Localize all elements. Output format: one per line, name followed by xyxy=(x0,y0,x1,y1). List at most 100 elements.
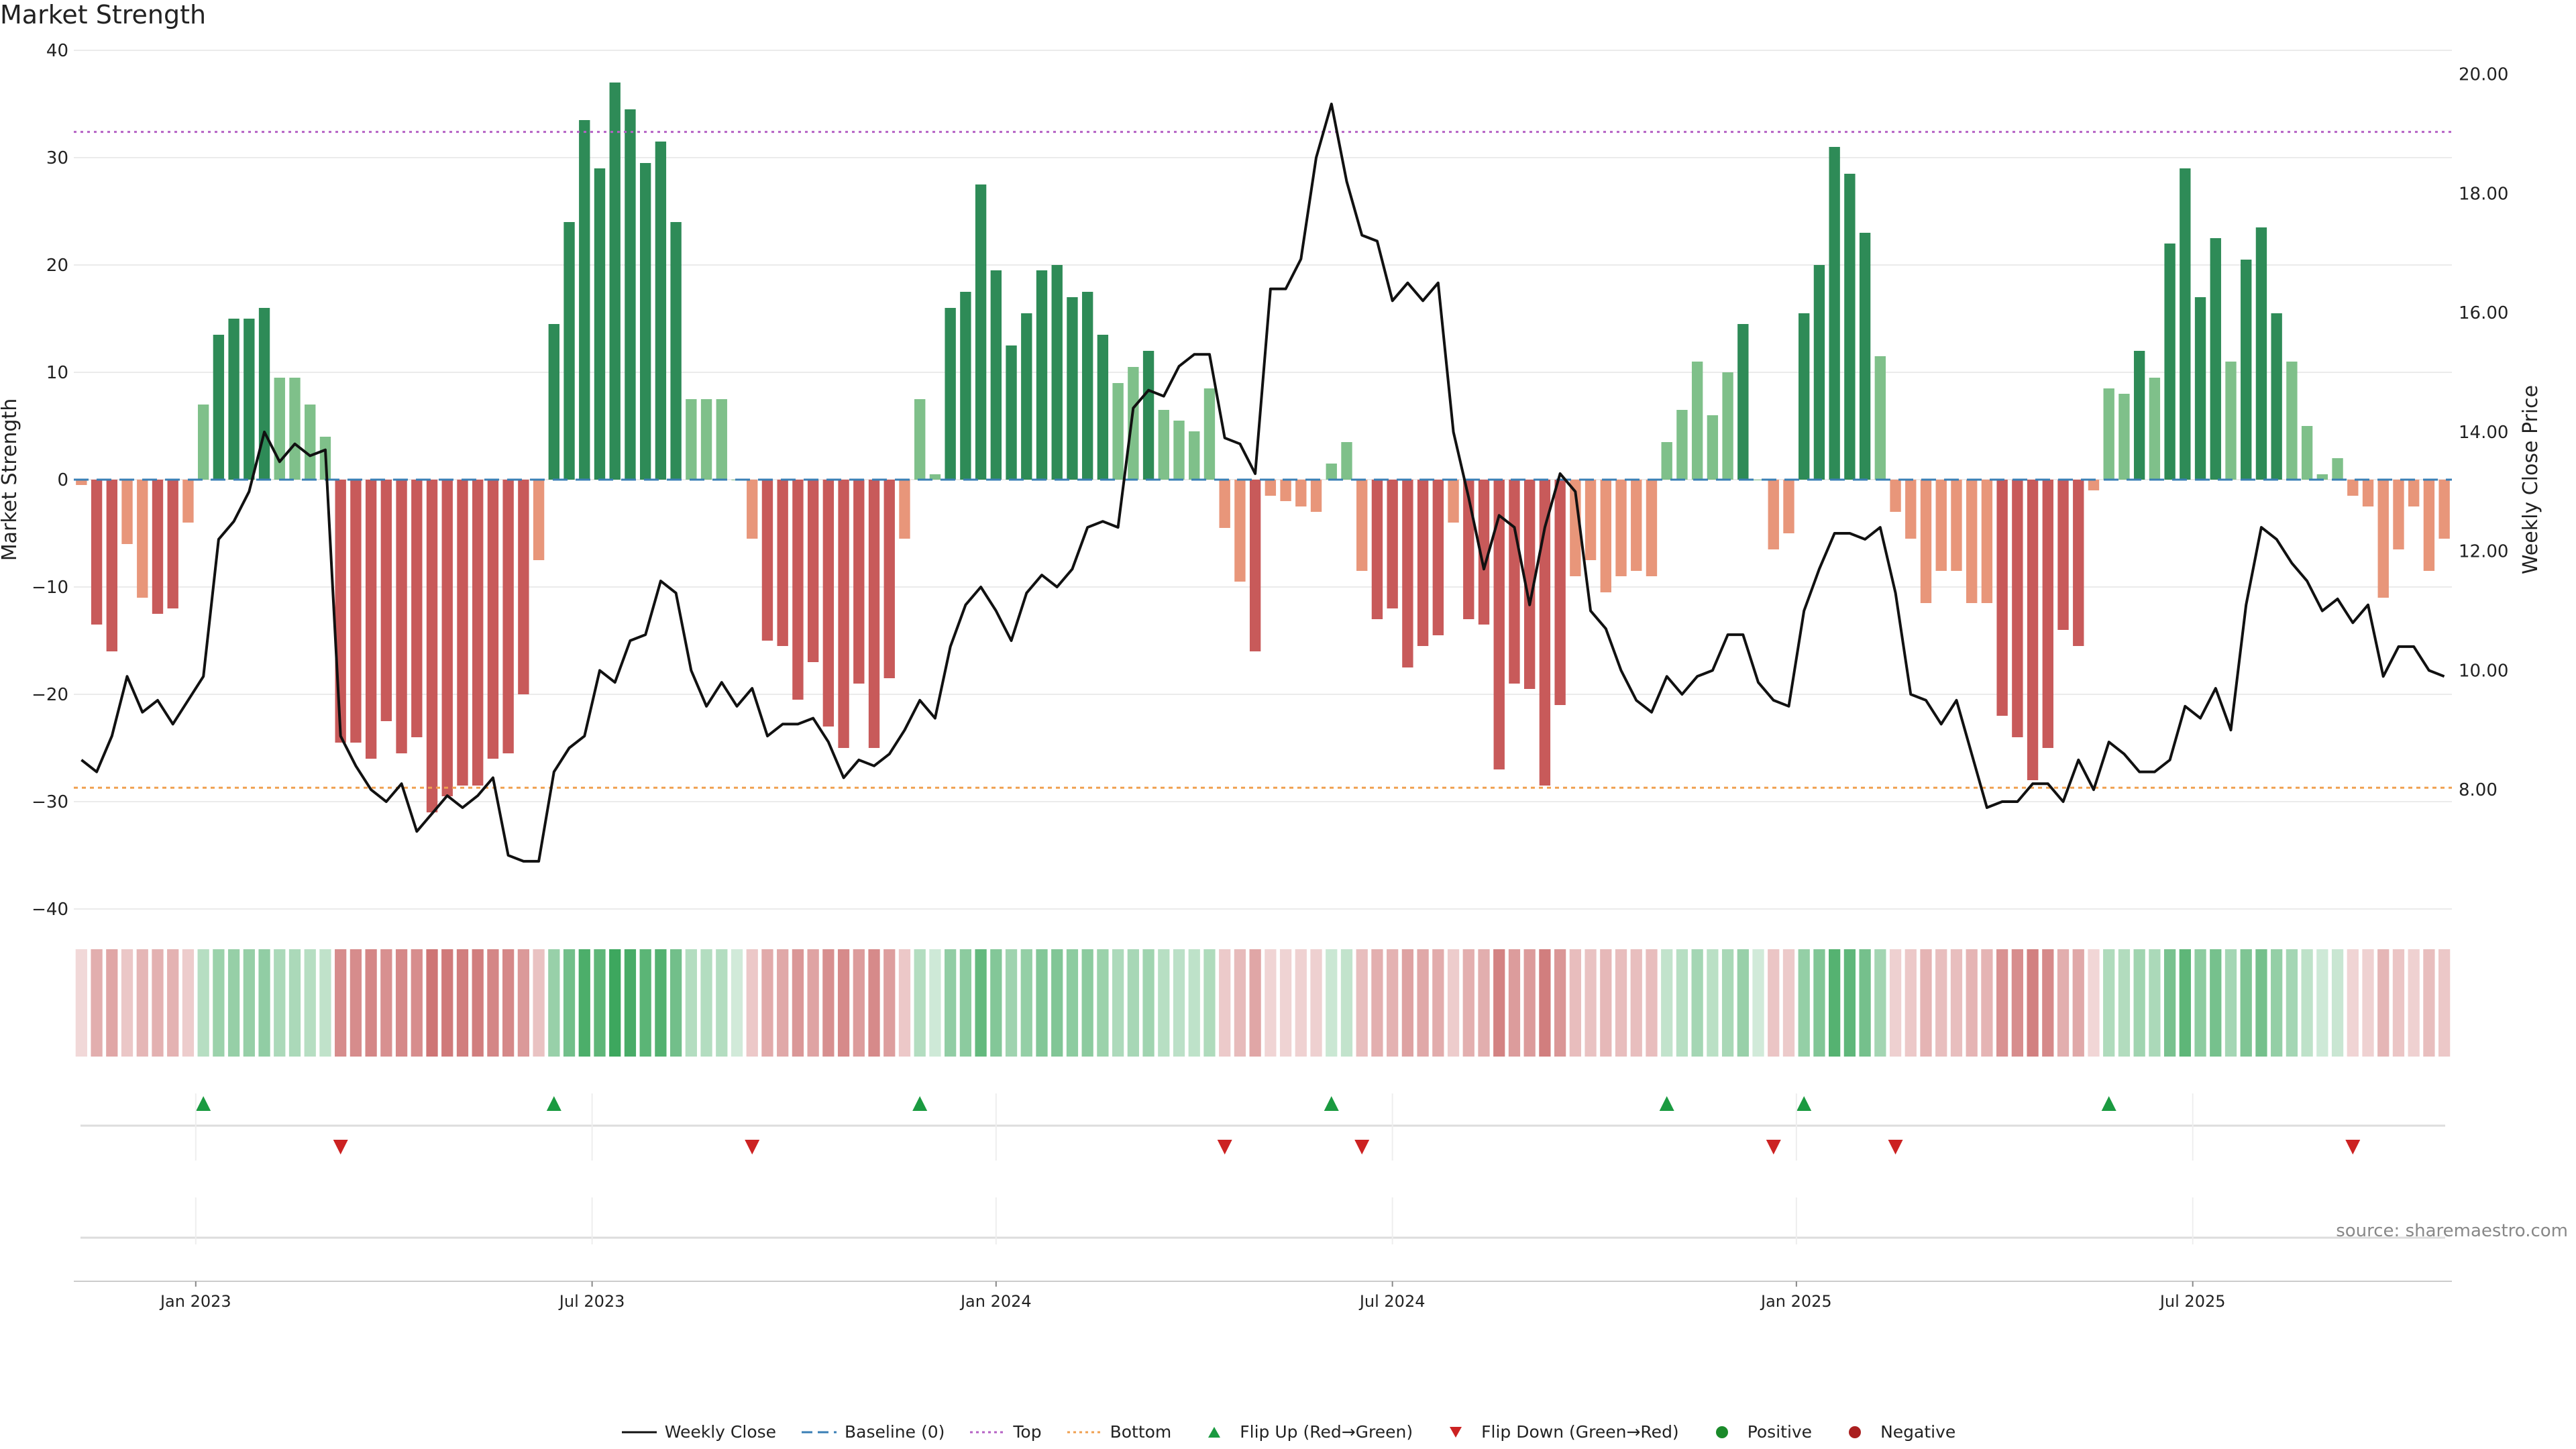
flip-up-marker xyxy=(546,1096,561,1111)
strength-bar xyxy=(1676,410,1688,480)
flip-down-marker xyxy=(1766,1140,1781,1155)
heat-cell xyxy=(1798,949,1810,1057)
strength-bar xyxy=(2027,480,2039,780)
heat-cell xyxy=(2240,949,2252,1057)
heat-cell xyxy=(2179,949,2191,1057)
strength-bar xyxy=(1646,480,1658,576)
strength-bar xyxy=(838,480,849,748)
strength-bar xyxy=(426,480,438,812)
heat-cell xyxy=(75,949,87,1057)
strength-bar xyxy=(1280,480,1291,501)
heat-cell xyxy=(2331,949,2344,1057)
strength-bar xyxy=(2164,244,2176,480)
heat-cell xyxy=(472,949,484,1057)
strength-bar xyxy=(2042,480,2053,748)
strength-bar xyxy=(1874,356,1886,480)
strength-bar xyxy=(2149,378,2161,480)
x-tick-label: Jan 2024 xyxy=(959,1292,1032,1311)
legend-label: Baseline (0) xyxy=(845,1422,945,1442)
heat-cell xyxy=(1966,949,1978,1057)
heat-cell xyxy=(2133,949,2145,1057)
heat-cell xyxy=(288,949,301,1057)
y-tick-label: 0 xyxy=(57,470,68,490)
strength-bar xyxy=(1905,480,1917,539)
strength-bar xyxy=(1173,421,1185,480)
strength-bar xyxy=(899,480,910,539)
strength-bar xyxy=(2255,227,2267,480)
strength-bar xyxy=(2118,394,2130,480)
strength-bar xyxy=(1768,480,1779,549)
heat-cell xyxy=(609,949,621,1057)
heat-cell xyxy=(2255,949,2267,1057)
y2-tick-label: 12.00 xyxy=(2459,542,2508,562)
strength-bar xyxy=(914,399,926,480)
strength-bar xyxy=(1203,388,1216,480)
strength-bar xyxy=(91,480,103,625)
heat-cell xyxy=(2316,949,2328,1057)
heat-cell xyxy=(2027,949,2039,1057)
strength-bar xyxy=(1844,174,1856,480)
flip-down-marker xyxy=(333,1140,348,1155)
strength-bar xyxy=(1341,442,1352,480)
heat-cell xyxy=(1996,949,2008,1057)
strength-bar xyxy=(1067,297,1078,480)
heat-cell xyxy=(2011,949,2023,1057)
heat-cell xyxy=(1066,949,1079,1057)
heat-cell xyxy=(1326,949,1338,1057)
heat-cell xyxy=(1935,949,1947,1057)
strength-bar xyxy=(335,480,346,743)
heat-cell xyxy=(227,949,240,1057)
strength-bar xyxy=(2241,260,2252,480)
heat-cell xyxy=(1768,949,1780,1057)
axes: 40 30 20 10 0 −10 −20 −30 −40 Market Strength 20.0… xyxy=(0,41,2542,1311)
strength-bar xyxy=(1326,464,1337,480)
strength-bar xyxy=(1691,362,1703,480)
y-tick-label: 40 xyxy=(46,41,68,61)
strength-bar xyxy=(1890,480,1901,512)
heat-cell xyxy=(868,949,880,1057)
strength-bar xyxy=(167,480,178,608)
heat-cell xyxy=(1615,949,1627,1057)
heat-cell xyxy=(990,949,1002,1057)
heat-cell xyxy=(2301,949,2313,1057)
heat-cell xyxy=(1356,949,1368,1057)
strength-bar xyxy=(2210,238,2221,480)
strength-bar xyxy=(1265,480,1277,496)
strength-bar xyxy=(625,109,636,480)
strength-bar xyxy=(2133,351,2145,480)
heat-cell xyxy=(1051,949,1063,1057)
heat-cell xyxy=(1249,949,1261,1057)
heat-cell xyxy=(1417,949,1429,1057)
strength-bar xyxy=(1523,480,1536,689)
heat-cell xyxy=(2438,949,2451,1057)
heat-cell xyxy=(853,949,865,1057)
heat-cell xyxy=(411,949,423,1057)
heat-cell xyxy=(883,949,896,1057)
y2-tick-label: 20.00 xyxy=(2459,65,2508,85)
strength-bar xyxy=(1295,480,1307,506)
heat-cell xyxy=(2392,949,2405,1057)
strength-bar xyxy=(457,480,468,786)
strength-bar xyxy=(1021,313,1032,480)
strength-bar xyxy=(2225,362,2237,480)
heat-cell xyxy=(2423,949,2435,1057)
heat-cell xyxy=(1539,949,1551,1057)
strength-bar xyxy=(2271,313,2282,480)
heat-cell xyxy=(274,949,286,1057)
legend-item: Baseline (0) xyxy=(800,1422,945,1442)
strength-bar xyxy=(1737,324,1749,480)
heat-cell xyxy=(1020,949,1032,1057)
legend-item: Positive xyxy=(1703,1422,1812,1442)
strength-bar xyxy=(2194,297,2206,480)
heat-cell xyxy=(1432,949,1444,1057)
legend-label: Weekly Close xyxy=(664,1422,777,1442)
heat-cell xyxy=(319,949,331,1057)
strength-bar xyxy=(747,480,758,539)
strength-bar xyxy=(2393,480,2404,549)
x-tick-label: Jan 2025 xyxy=(1760,1292,1832,1311)
strength-bar xyxy=(1554,480,1566,705)
strength-bar xyxy=(1799,313,1810,480)
legend-swatch-mark xyxy=(1849,1426,1862,1438)
strength-bar xyxy=(1219,480,1230,528)
heat-cell xyxy=(1340,949,1353,1057)
